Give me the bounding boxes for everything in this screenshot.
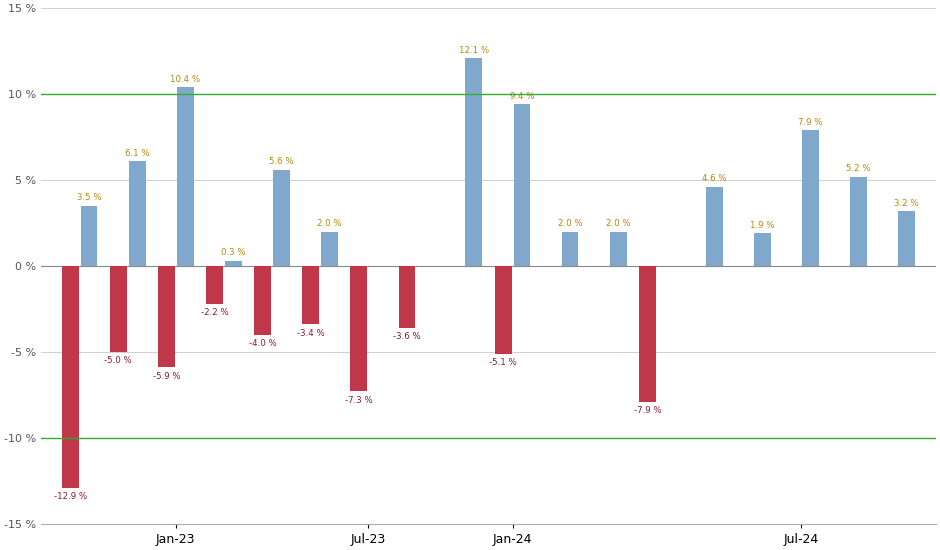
Text: 5.6 %: 5.6 % (269, 157, 293, 166)
Bar (62, 266, 79, 488)
Bar (273, 170, 290, 266)
Bar (465, 58, 482, 266)
Text: -5.9 %: -5.9 % (152, 372, 180, 381)
Bar (399, 266, 415, 328)
Text: -12.9 %: -12.9 % (54, 492, 86, 501)
Text: -4.0 %: -4.0 % (249, 339, 276, 348)
Text: 3.2 %: 3.2 % (895, 199, 919, 207)
Bar (351, 266, 368, 392)
Bar (303, 266, 320, 324)
Bar (639, 266, 656, 402)
Bar (129, 161, 146, 266)
Bar (321, 232, 338, 266)
Bar (206, 266, 223, 304)
Bar (706, 187, 723, 266)
Text: 5.2 %: 5.2 % (846, 164, 871, 173)
Bar (899, 211, 916, 266)
Text: -7.9 %: -7.9 % (634, 406, 661, 415)
Text: 2.0 %: 2.0 % (605, 219, 631, 228)
Text: 9.4 %: 9.4 % (509, 92, 534, 101)
Text: 2.0 %: 2.0 % (317, 219, 342, 228)
Text: -3.4 %: -3.4 % (297, 329, 324, 338)
Text: -3.6 %: -3.6 % (393, 332, 421, 341)
Text: -5.0 %: -5.0 % (104, 356, 133, 365)
Text: 4.6 %: 4.6 % (702, 174, 727, 184)
Text: 10.4 %: 10.4 % (170, 75, 200, 84)
Bar (81, 206, 98, 266)
Text: 1.9 %: 1.9 % (750, 221, 775, 230)
Text: 12.1 %: 12.1 % (459, 46, 489, 54)
Bar (802, 130, 819, 266)
Text: -2.2 %: -2.2 % (200, 308, 228, 317)
Text: 2.0 %: 2.0 % (557, 219, 583, 228)
Text: 6.1 %: 6.1 % (125, 148, 149, 158)
Bar (494, 266, 511, 354)
Text: -7.3 %: -7.3 % (345, 396, 373, 405)
Bar (177, 87, 194, 266)
Bar (850, 177, 867, 266)
Bar (610, 232, 627, 266)
Text: -5.1 %: -5.1 % (490, 358, 517, 367)
Bar (513, 104, 530, 266)
Bar (561, 232, 578, 266)
Text: 3.5 %: 3.5 % (77, 194, 102, 202)
Bar (225, 261, 242, 266)
Bar (110, 266, 127, 352)
Text: 0.3 %: 0.3 % (221, 249, 245, 257)
Bar (158, 266, 175, 367)
Bar (754, 233, 771, 266)
Bar (254, 266, 271, 335)
Text: 7.9 %: 7.9 % (798, 118, 822, 127)
